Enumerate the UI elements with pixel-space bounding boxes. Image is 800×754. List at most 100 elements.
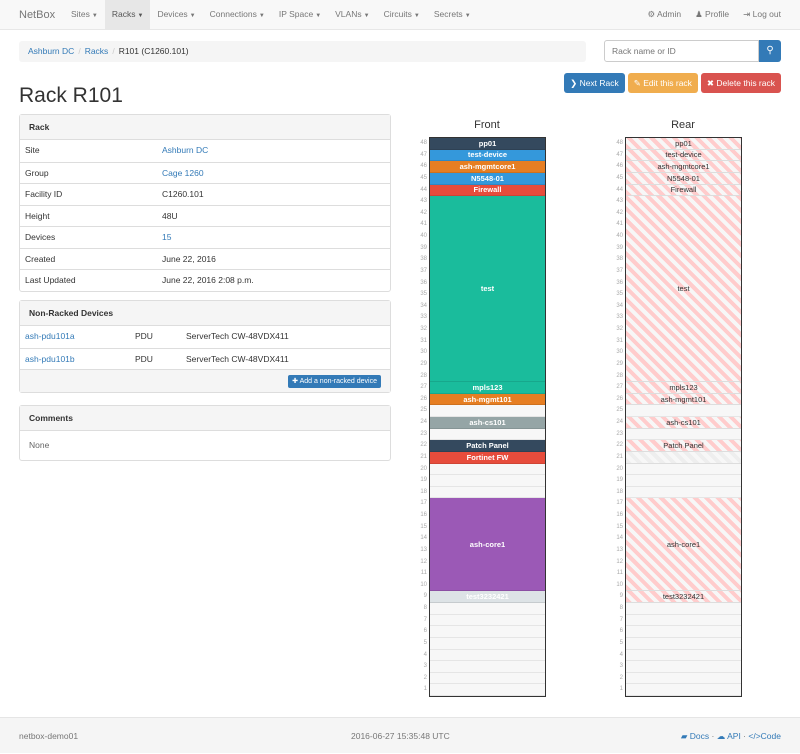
rack-unit-label: 22 [420,442,427,449]
rack-unit-label: 23 [420,430,427,437]
empty-rack-unit[interactable] [626,626,741,638]
breadcrumb-site[interactable]: Ashburn DC [28,46,75,56]
nav-circuits[interactable]: Circuits ▼ [383,9,420,19]
delete-rack-button[interactable]: ✖ Delete this rack [700,73,781,93]
empty-rack-unit[interactable] [626,650,741,662]
rack-front: pp01 test-device ash-mgmtcore1 N5548-01 Fire… [429,137,546,697]
attr-value[interactable]: Ashburn DC [162,145,209,155]
breadcrumb: Ashburn DC / Racks / R101 (C1260.101) [19,41,586,62]
empty-rack-unit[interactable] [430,638,545,650]
empty-rack-unit[interactable] [430,464,545,476]
empty-rack-unit[interactable] [626,487,741,499]
empty-rack-unit[interactable] [430,475,545,487]
attr-value[interactable]: 15 [162,232,172,242]
device-link[interactable]: ash-pdu101b [25,353,75,364]
empty-rack-unit[interactable] [430,405,545,417]
rack-device-rear[interactable]: ash-mgmt101 [626,393,741,406]
rack-unit-label: 21 [420,453,427,460]
rack-device-front[interactable]: Patch Panel [430,440,545,452]
rack-unit-label: 28 [616,372,623,379]
rack-unit-label: 43 [420,198,427,205]
rack-device-front[interactable]: Firewall [430,184,545,197]
empty-rack-unit[interactable] [626,673,741,685]
rack-device-front[interactable]: ash-mgmt101 [430,393,545,406]
nav-sites[interactable]: Sites ▼ [71,9,98,19]
rack-device-front[interactable]: mpls123 [430,382,545,394]
empty-rack-unit[interactable] [430,603,545,615]
rack-device-rear[interactable]: ash-mgmtcore1 [626,161,741,173]
rack-device-rear[interactable]: Firewall [626,184,741,197]
rack-device-front[interactable]: ash-mgmtcore1 [430,161,545,173]
empty-rack-unit[interactable] [626,684,741,696]
rack-device-front[interactable]: pp01 [430,138,545,150]
add-nonracked-device-button[interactable]: ✚ Add a non-racked device [288,375,381,388]
rack-device-rear[interactable]: ash-core1 [626,498,741,592]
brand-logo[interactable]: NetBox [19,9,56,21]
empty-rack-unit[interactable] [626,405,741,417]
empty-rack-unit[interactable] [430,684,545,696]
rack-device-rear[interactable]: test-device [626,149,741,162]
empty-rack-unit[interactable] [626,661,741,673]
empty-rack-unit[interactable] [430,429,545,441]
rack-device-front[interactable]: ash-cs101 [430,417,545,429]
user-icon: ♟ [695,9,706,19]
rack-device-rear[interactable]: test [626,196,741,383]
rack-device-front[interactable]: ash-core1 [430,498,545,592]
next-rack-button[interactable]: ❯ Next Rack [564,73,625,93]
nav-admin[interactable]: ⚙ Admin [647,9,682,19]
code-icon: </> [748,731,761,741]
rack-unit-label: 26 [420,395,427,402]
rack-unit-label: 20 [420,465,427,472]
rack-device-front[interactable]: test [430,196,545,383]
rack-device-rear[interactable]: pp01 [626,138,741,150]
search-button[interactable]: ⚲ [759,40,781,62]
nav-racks[interactable]: Racks ▼ [104,0,151,29]
nav-devices[interactable]: Devices ▼ [157,9,196,19]
rack-unit-label: 34 [420,302,427,309]
edit-rack-button[interactable]: ✎ Edit this rack [627,73,698,93]
empty-rack-unit[interactable] [626,475,741,487]
empty-rack-unit[interactable] [626,638,741,650]
breadcrumb-racks[interactable]: Racks [84,46,109,56]
api-link[interactable]: ☁ API [716,731,741,741]
empty-rack-unit[interactable] [430,661,545,673]
attr-value[interactable]: Cage 1260 [162,167,204,178]
rack-device-front[interactable]: Fortinet FW [430,451,545,464]
rack-device-rear[interactable] [626,451,741,464]
empty-rack-unit[interactable] [626,464,741,476]
rack-device-rear[interactable]: mpls123 [626,382,741,394]
rack-device-rear[interactable]: test3232421 [626,591,741,603]
cloud-icon: ☁ [716,731,728,741]
nav-secrets[interactable]: Secrets ▼ [433,9,471,19]
rack-device-front[interactable]: N5548-01 [430,172,545,185]
page-title: Rack R101 [19,84,123,107]
rack-unit-label: 41 [616,221,623,228]
rack-device-rear[interactable]: ash-cs101 [626,417,741,429]
empty-rack-unit[interactable] [430,673,545,685]
device-role: PDU [135,353,153,364]
nav-logout[interactable]: ⇥ Log out [743,9,781,19]
nav-profile[interactable]: ♟ Profile [695,9,730,19]
rack-unit-label: 30 [420,349,427,356]
nav-connections[interactable]: Connections ▼ [209,9,265,19]
rack-device-front[interactable]: test3232421 [430,591,545,603]
empty-rack-unit[interactable] [430,487,545,499]
nav-ip-space[interactable]: IP Space ▼ [278,9,322,19]
empty-rack-unit[interactable] [430,626,545,638]
rack-unit-label: 11 [420,570,427,577]
rack-device-front[interactable]: test-device [430,149,545,162]
device-link[interactable]: ash-pdu101a [25,331,75,341]
rack-unit-label: 17 [420,500,427,507]
rack-device-rear[interactable]: N5548-01 [626,172,741,185]
nav-vlans[interactable]: VLANs ▼ [335,9,370,19]
empty-rack-unit[interactable] [626,615,741,627]
rack-search-input[interactable] [604,40,759,62]
front-label: Front [474,119,500,131]
code-link[interactable]: </>Code [748,731,781,741]
empty-rack-unit[interactable] [626,603,741,615]
empty-rack-unit[interactable] [430,615,545,627]
rack-device-rear[interactable]: Patch Panel [626,440,741,452]
empty-rack-unit[interactable] [626,429,741,441]
empty-rack-unit[interactable] [430,650,545,662]
docs-link[interactable]: ▰ Docs [680,731,710,741]
